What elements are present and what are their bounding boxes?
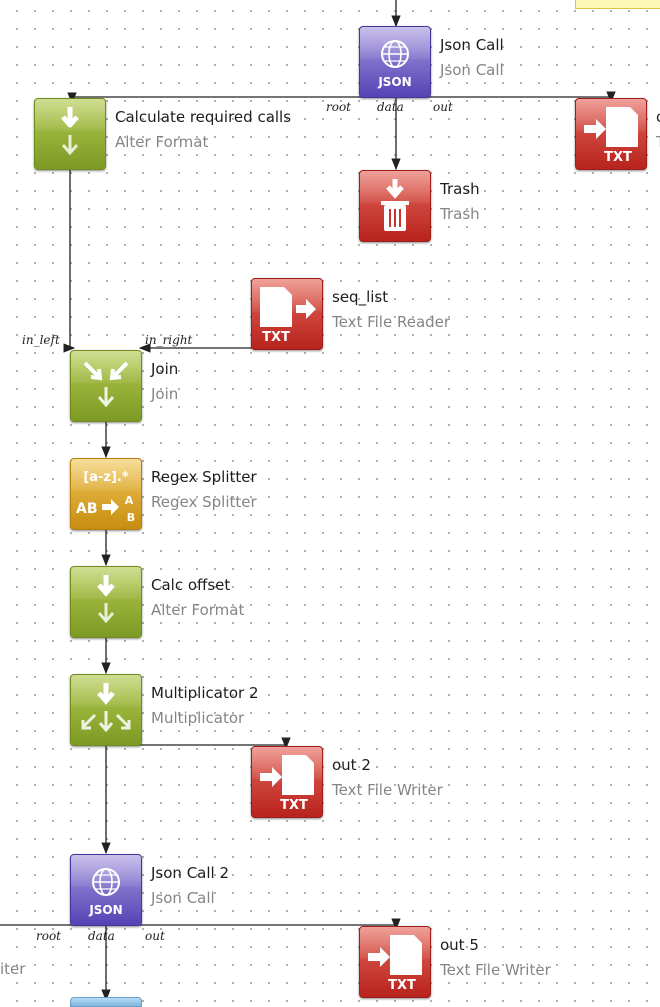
node-type: Regex Splitter — [151, 493, 257, 511]
node-offscreen-bottom[interactable] — [70, 997, 142, 1007]
globe-json-icon[interactable]: JSON — [70, 854, 142, 926]
node-type-offscreen-writer: iter — [0, 960, 26, 978]
node-name: Json Call 2 — [151, 864, 230, 882]
node-type: Alter Format — [151, 601, 245, 619]
node-trash[interactable]: Trash Trash — [359, 170, 480, 242]
text-file-writer-icon[interactable]: TXT — [251, 746, 323, 818]
node-out-5[interactable]: TXT out 5 Text File Writer — [359, 926, 551, 998]
node-json-call[interactable]: JSON Json Call Json Call — [359, 26, 504, 98]
node-text-file-writer-top[interactable]: TXT o T — [575, 98, 660, 170]
regex-icon-sub3: B — [127, 511, 135, 524]
node-type: Multiplicator — [151, 709, 245, 727]
json-icon-label: JSON — [88, 903, 122, 917]
wire-calc-to-join-left[interactable] — [63, 169, 76, 353]
node-type: Text File Writer — [440, 961, 551, 979]
port-label-root-2: root — [36, 929, 62, 943]
alter-format-icon[interactable] — [70, 566, 142, 638]
trash-icon[interactable] — [359, 170, 431, 242]
join-icon[interactable] — [70, 350, 142, 422]
node-multiplicator[interactable]: Multiplicator 2 Multiplicator — [70, 674, 259, 746]
port-label-in-left: in_left — [22, 333, 60, 347]
node-calculate-required-calls[interactable]: Calculate required calls Alter Format — [34, 98, 291, 170]
multiplicator-icon[interactable] — [70, 674, 142, 746]
text-file-reader-icon[interactable]: TXT — [251, 278, 323, 350]
node-name: out 5 — [440, 936, 479, 954]
node-calc-offset[interactable]: Calc offset Alter Format — [70, 566, 244, 638]
node-regex-splitter[interactable]: [a-z].* AB A B Regex Splitter Regex Spli… — [70, 458, 257, 530]
port-label-data-2: data — [88, 929, 115, 943]
port-label-data: data — [377, 100, 404, 114]
port-label-out-2: out — [145, 929, 165, 943]
regex-icon-sub: AB — [76, 501, 98, 517]
node-type: Text File Writer — [332, 781, 443, 799]
node-name: Json Call — [440, 36, 504, 54]
node-seq-list[interactable]: TXT seq_list Text File Reader — [251, 278, 450, 350]
node-name: Calc offset — [151, 576, 231, 594]
node-type: Join — [151, 385, 179, 403]
txt-icon-label: TXT — [604, 150, 632, 165]
alter-format-icon[interactable] — [34, 98, 106, 170]
node-name: Trash — [440, 180, 480, 198]
regex-icon-sub2: A — [125, 494, 134, 507]
port-label-root: root — [326, 100, 352, 114]
globe-json-icon[interactable]: JSON — [359, 26, 431, 98]
node-name: o — [656, 108, 660, 126]
node-name: Calculate required calls — [115, 108, 292, 126]
json-icon-label: JSON — [377, 75, 411, 89]
node-type: Json Call — [151, 889, 215, 907]
node-name: out 2 — [332, 756, 371, 774]
port-label-in-right: in_right — [145, 333, 193, 347]
text-file-writer-icon[interactable]: TXT — [575, 98, 647, 170]
node-name: Multiplicator 2 — [151, 684, 259, 702]
node-name: Join — [151, 360, 179, 378]
annotation-note[interactable] — [575, 0, 660, 9]
regex-icon[interactable]: [a-z].* AB A B — [70, 458, 142, 530]
txt-icon-label: TXT — [280, 798, 308, 813]
txt-icon-label: TXT — [388, 978, 416, 993]
node-name: seq_list — [332, 288, 389, 306]
text-file-writer-icon[interactable]: TXT — [359, 926, 431, 998]
node-name: Regex Splitter — [151, 468, 257, 486]
node-out-2[interactable]: TXT out 2 Text File Writer — [251, 746, 443, 818]
node-type: Text File Reader — [332, 313, 451, 331]
txt-icon-label: TXT — [262, 330, 290, 345]
node-json-call-2[interactable]: JSON Json Call 2 Json Call — [70, 854, 229, 926]
node-type: Trash — [440, 205, 480, 223]
node-type: Json Call — [440, 61, 504, 79]
regex-icon-text: [a-z].* — [83, 470, 129, 485]
node-type: Alter Format — [115, 133, 209, 151]
port-label-out: out — [433, 100, 453, 114]
node-type: T — [656, 133, 660, 151]
node-join[interactable]: Join Join — [70, 350, 178, 422]
